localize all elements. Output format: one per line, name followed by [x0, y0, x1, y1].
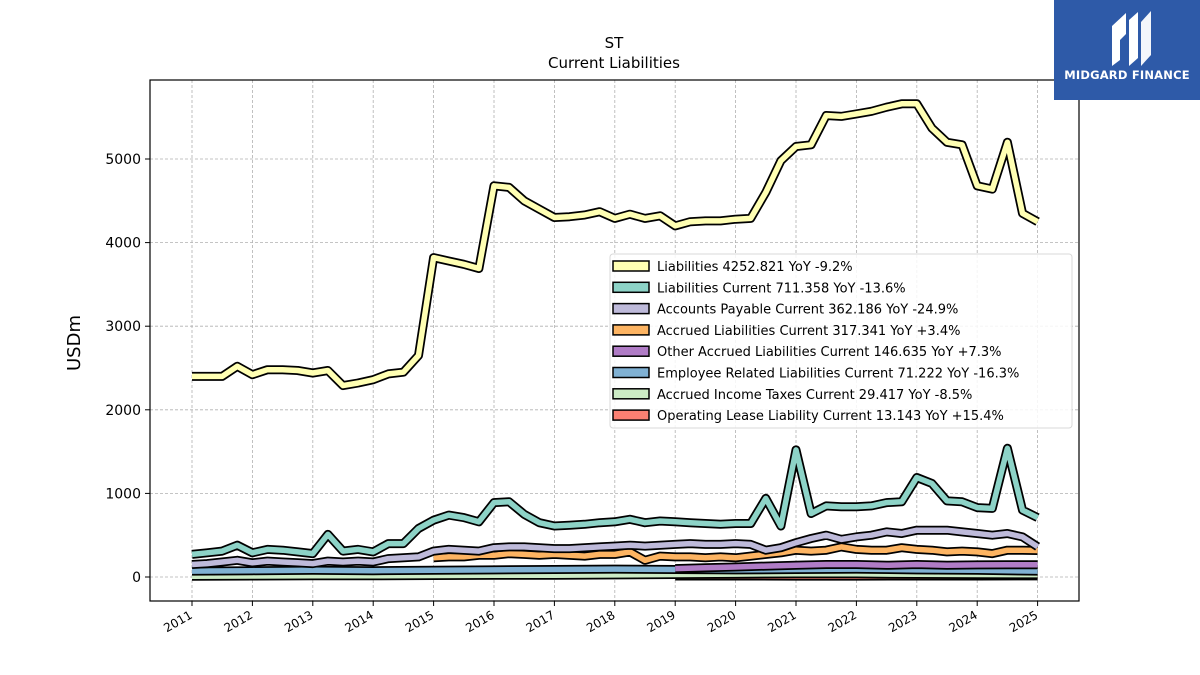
series-accounts-payable-current [191, 525, 1041, 569]
series-line [433, 544, 1038, 564]
series-line [191, 445, 1039, 558]
legend-entry: Operating Lease Liability Current 13.143… [657, 409, 1004, 424]
x-tick-label: 2024 [946, 608, 979, 635]
x-tick-label: 2025 [1007, 608, 1040, 635]
y-tick-label: 4000 [105, 236, 141, 252]
legend-swatch [612, 324, 650, 336]
legend-swatch [612, 366, 650, 379]
legend-swatch [612, 345, 650, 357]
legend-swatch [612, 388, 650, 400]
x-tick-label: 2016 [463, 608, 496, 635]
x-tick-label: 2015 [403, 608, 436, 635]
legend-entry: Accounts Payable Current 362.186 YoY -24… [657, 303, 958, 318]
chart-subtitle: Current Liabilities [548, 54, 680, 72]
y-tick-label: 5000 [105, 152, 141, 168]
logo-text: MIDGARD FINANCE [1064, 68, 1190, 82]
series-employee-related-liabilities-current [191, 564, 1038, 576]
legend-swatch [612, 281, 650, 294]
x-tick-label: 2023 [886, 608, 919, 635]
series-line [675, 561, 1038, 572]
x-tick-label: 2022 [826, 608, 859, 635]
x-tick-label: 2011 [161, 608, 194, 635]
legend-entry: Accrued Income Taxes Current 29.417 YoY … [657, 388, 972, 403]
legend-swatch [612, 409, 650, 421]
x-tick-label: 2013 [282, 608, 315, 635]
series-layer [191, 99, 1041, 581]
legend-box [609, 253, 1073, 429]
legend-entry: Liabilities Current 711.358 YoY -13.6% [657, 281, 906, 296]
brand-logo: MIDGARD FINANCE [1054, 0, 1200, 100]
legend: Liabilities 4252.821 YoY -9.2% Liabilitie… [609, 253, 1073, 429]
legend-swatch [612, 260, 650, 272]
logo-mark-icon [1112, 11, 1151, 66]
series-line [192, 101, 1039, 389]
series-liabilities-current [191, 443, 1040, 559]
x-tick-label: 2020 [705, 608, 738, 635]
y-tick-label: 1000 [105, 486, 141, 502]
legend-entry: Other Accrued Liabilities Current 146.63… [657, 345, 1002, 360]
y-tick-label: 0 [132, 570, 141, 586]
y-axis-label: USDm [64, 315, 85, 371]
x-tick-label: 2019 [644, 608, 677, 635]
y-tick-label: 2000 [105, 403, 141, 419]
x-tick-label: 2018 [584, 608, 617, 635]
y-tick-label: 3000 [105, 319, 141, 335]
x-tick-label: 2012 [222, 608, 255, 635]
legend-entry: Liabilities 4252.821 YoY -9.2% [657, 260, 853, 275]
series-liabilities [192, 99, 1040, 391]
legend-swatch [612, 302, 650, 315]
series-other-accrued-liabilities-current [675, 560, 1038, 574]
chart-title: ST [605, 34, 625, 52]
series-accrued-liabilities-current [433, 542, 1038, 565]
x-tick-label: 2017 [524, 608, 557, 635]
legend-entry: Accrued Liabilities Current 317.341 YoY … [657, 324, 960, 339]
x-tick-label: 2021 [765, 608, 798, 635]
series-line [191, 527, 1040, 568]
x-tick-label: 2014 [342, 608, 375, 635]
series-line [191, 566, 1038, 574]
legend-entry: Employee Related Liabilities Current 71.… [657, 367, 1019, 382]
